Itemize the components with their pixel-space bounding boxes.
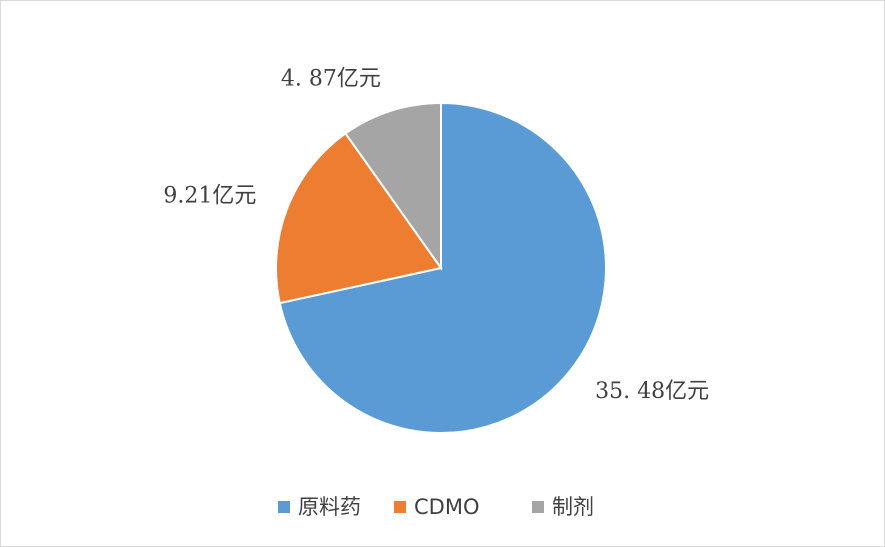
pie-slice <box>278 101 607 434</box>
pie-slice <box>275 132 443 305</box>
data-label: 9.21亿元 <box>163 183 256 208</box>
legend-marker <box>394 501 406 513</box>
legend-label: 原料药 <box>298 495 361 519</box>
data-label: 35. 48亿元 <box>595 379 709 404</box>
data-label: 4. 87亿元 <box>281 66 381 91</box>
legend-marker <box>532 501 544 513</box>
legend-label: 制剂 <box>552 495 594 519</box>
legend-marker <box>278 501 290 513</box>
pie-slice <box>344 101 442 272</box>
legend-label: CDMO <box>414 495 479 519</box>
